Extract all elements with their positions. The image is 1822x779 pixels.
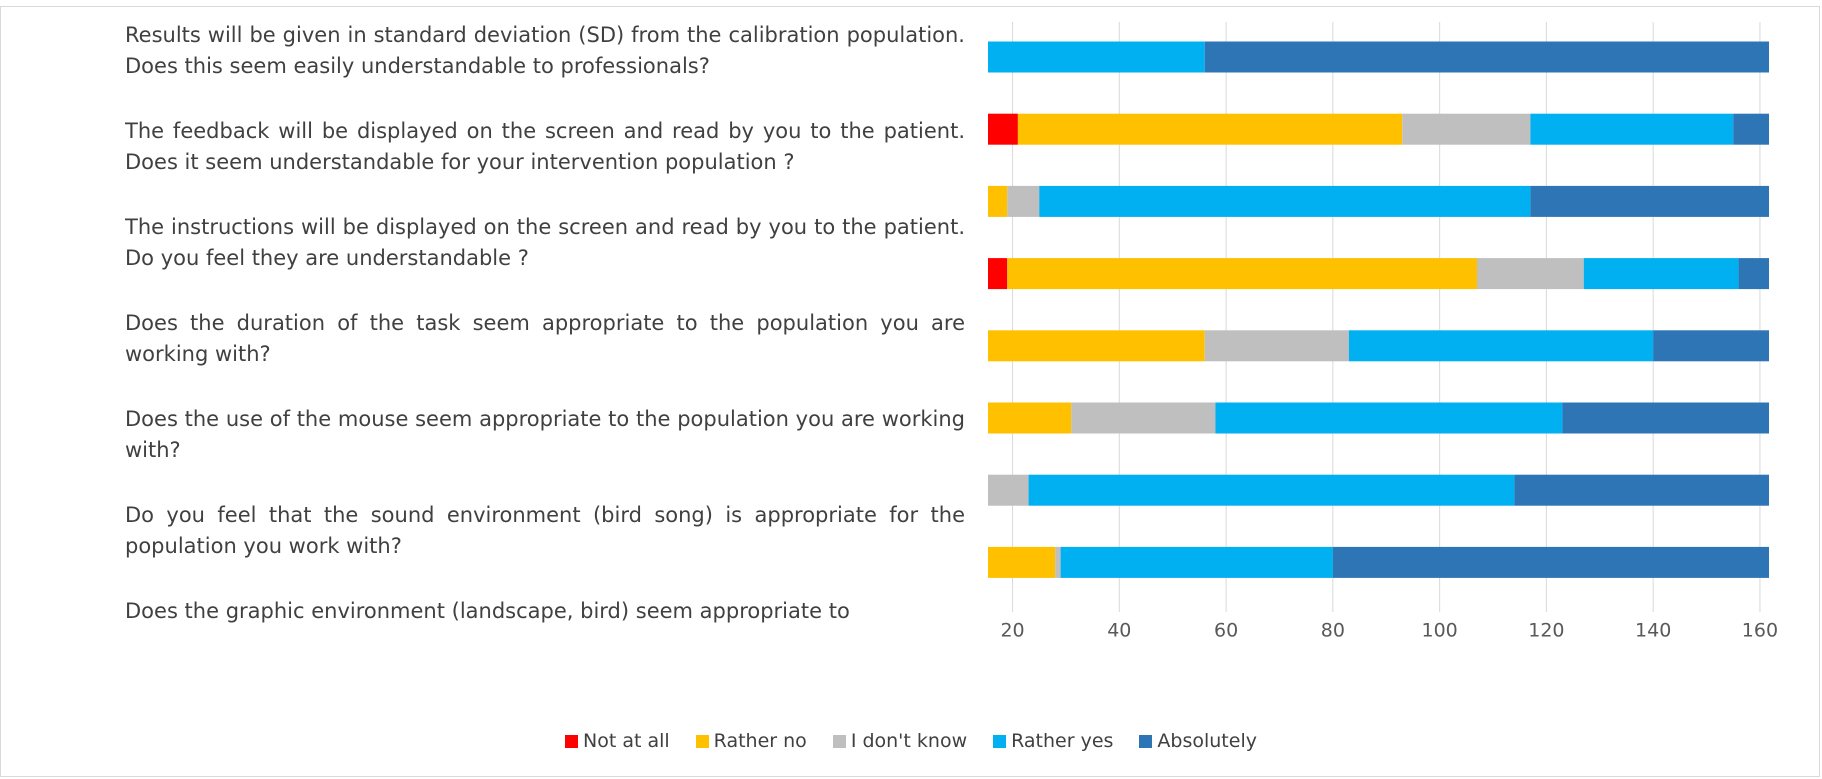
bar-segment bbox=[988, 185, 1008, 217]
bar-segment bbox=[1017, 113, 1403, 145]
bar-segment bbox=[1215, 402, 1563, 434]
legend-label: Rather yes bbox=[1011, 730, 1114, 752]
category-label: The instructions will be displayed on th… bbox=[125, 215, 965, 270]
category-label: Results will be given in standard deviat… bbox=[125, 23, 965, 78]
legend: Not at all Rather no I don't know Rather ye… bbox=[0, 730, 1822, 752]
legend-label: Rather no bbox=[713, 730, 807, 752]
legend-item: Absolutely bbox=[1139, 730, 1257, 752]
bar-segment bbox=[1583, 258, 1739, 290]
bar-segment bbox=[988, 474, 1029, 506]
bar-segment bbox=[1733, 113, 1769, 145]
bar-segment bbox=[1204, 41, 1769, 73]
bar-segment bbox=[1007, 185, 1040, 217]
bar-segment bbox=[1071, 402, 1216, 434]
legend-item: Rather yes bbox=[993, 730, 1113, 752]
bar-segment bbox=[988, 258, 1008, 290]
bar-segment bbox=[1476, 258, 1584, 290]
bar-segment bbox=[1348, 330, 1654, 362]
category-labels: Results will be given in standard deviat… bbox=[125, 20, 965, 660]
x-tick-label: 80 bbox=[1321, 620, 1345, 642]
category-label: Do you feel that the sound environment (… bbox=[125, 503, 965, 558]
category-label: Does the use of the mouse seem appropria… bbox=[125, 407, 965, 462]
category-label: Does the duration of the task seem appro… bbox=[125, 311, 965, 366]
bar-segment bbox=[1402, 113, 1531, 145]
x-tick-label: 120 bbox=[1528, 620, 1564, 642]
bar-segment bbox=[1562, 402, 1769, 434]
legend-label: I don't know bbox=[850, 730, 968, 752]
x-tick-label: 100 bbox=[1421, 620, 1457, 642]
legend-item: I don't know bbox=[832, 730, 968, 752]
legend-item: Rather no bbox=[695, 730, 807, 752]
bar-segment bbox=[988, 402, 1072, 434]
bar-segment bbox=[1028, 474, 1515, 506]
legend-item: Not at all bbox=[565, 730, 670, 752]
bar-segment bbox=[1332, 546, 1769, 578]
legend-swatch bbox=[1139, 734, 1153, 748]
legend-swatch bbox=[832, 734, 846, 748]
bar-segment bbox=[988, 113, 1018, 145]
bar-segment bbox=[1039, 185, 1531, 217]
x-tick-label: 20 bbox=[1000, 620, 1024, 642]
legend-swatch bbox=[565, 734, 578, 748]
bar-segment bbox=[988, 330, 1205, 362]
legend-swatch bbox=[993, 734, 1007, 748]
bar-segment bbox=[1530, 185, 1769, 217]
bar-segment bbox=[1653, 330, 1769, 362]
legend-label: Absolutely bbox=[1157, 730, 1257, 752]
x-tick-label: 140 bbox=[1635, 620, 1671, 642]
bar-segment bbox=[1060, 546, 1333, 578]
x-tick-label: 40 bbox=[1107, 620, 1131, 642]
bar-segment bbox=[1514, 474, 1769, 506]
x-tick-label: 60 bbox=[1214, 620, 1238, 642]
legend-swatch bbox=[695, 734, 709, 748]
bar-segment bbox=[1530, 113, 1734, 145]
legend-label: Not at all bbox=[583, 730, 670, 752]
chart-frame bbox=[0, 6, 1820, 777]
x-tick-label: 160 bbox=[1742, 620, 1778, 642]
bar-segment bbox=[1007, 258, 1477, 290]
category-label: Does the graphic environment (landscape,… bbox=[125, 599, 850, 623]
category-label: The feedback will be displayed on the sc… bbox=[125, 119, 965, 174]
bar-segment bbox=[1738, 258, 1769, 290]
bar-segment bbox=[988, 546, 1056, 578]
bar-segment bbox=[1055, 546, 1061, 578]
bar-segment bbox=[988, 41, 1205, 73]
bar-segment bbox=[1204, 330, 1349, 362]
